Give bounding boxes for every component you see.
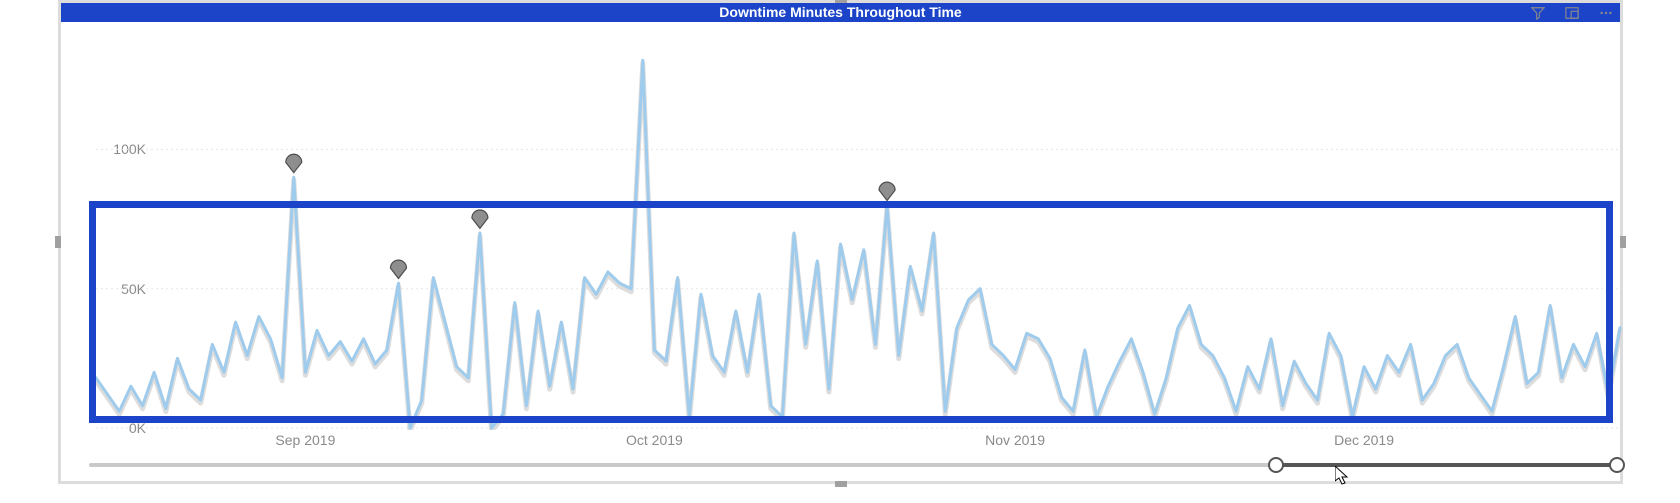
header-divider <box>1554 5 1556 21</box>
x-axis-tick-label: Dec 2019 <box>1334 432 1394 448</box>
more-options-icon[interactable] <box>1598 5 1614 21</box>
visual-header-icons <box>1530 4 1614 21</box>
chart-title: Downtime Minutes Throughout Time <box>719 3 961 22</box>
x-axis-tick-label: Sep 2019 <box>275 432 335 448</box>
x-axis-tick-label: Oct 2019 <box>626 432 683 448</box>
resize-handle-bottom[interactable] <box>835 481 847 487</box>
filter-icon[interactable] <box>1530 5 1546 21</box>
anomaly-marker[interactable] <box>286 154 302 172</box>
time-slider-handle-end[interactable] <box>1609 457 1625 473</box>
chart-title-bar: Downtime Minutes Throughout Time <box>61 3 1620 22</box>
time-slider-handle-start[interactable] <box>1268 457 1284 473</box>
time-slider-selected-range[interactable] <box>1276 463 1617 467</box>
line-chart-svg <box>61 22 1622 430</box>
header-divider <box>1588 5 1590 21</box>
downtime-line-series <box>96 60 1620 428</box>
focus-mode-icon[interactable] <box>1564 5 1580 21</box>
anomaly-marker[interactable] <box>472 210 488 228</box>
chart-visual-frame: Downtime Minutes Throughout Time 0K50K10… <box>58 0 1623 484</box>
anomaly-marker[interactable] <box>879 182 895 200</box>
mouse-cursor-icon <box>1335 466 1351 486</box>
anomaly-marker[interactable] <box>390 260 406 278</box>
expected-range-line <box>96 63 1620 430</box>
chart-plot-area[interactable]: 0K50K100KSep 2019Oct 2019Nov 2019Dec 201… <box>61 22 1620 481</box>
x-axis-tick-label: Nov 2019 <box>985 432 1045 448</box>
